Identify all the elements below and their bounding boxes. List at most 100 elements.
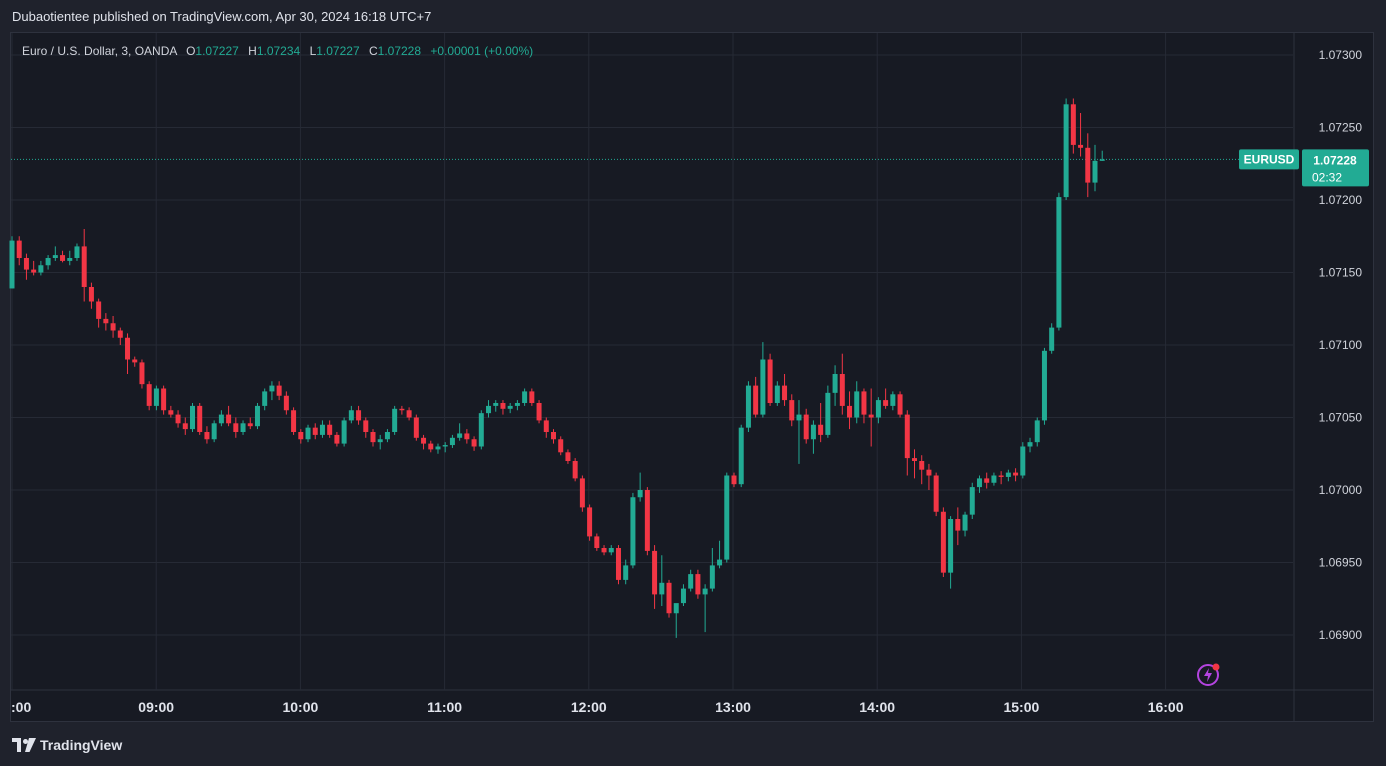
candle-body[interactable] xyxy=(392,408,398,432)
candle-body[interactable] xyxy=(897,394,903,415)
candle-body[interactable] xyxy=(428,443,434,450)
candle-body[interactable] xyxy=(471,439,477,447)
candle-body[interactable] xyxy=(919,461,925,470)
candle-body[interactable] xyxy=(406,410,412,418)
candle-body[interactable] xyxy=(175,414,181,424)
symbol-tag[interactable] xyxy=(1239,149,1299,170)
candle-body[interactable] xyxy=(522,391,528,403)
candle-body[interactable] xyxy=(312,427,318,435)
candle-body[interactable] xyxy=(211,423,217,440)
candle-body[interactable] xyxy=(883,400,889,406)
candle-body[interactable] xyxy=(9,240,15,289)
candle-body[interactable] xyxy=(724,475,730,560)
candle-body[interactable] xyxy=(319,424,325,435)
candle-body[interactable] xyxy=(16,240,22,258)
candle-body[interactable] xyxy=(803,414,809,440)
candle-body[interactable] xyxy=(680,588,686,604)
candle-body[interactable] xyxy=(1056,197,1062,328)
candle-body[interactable] xyxy=(854,391,860,418)
candle-body[interactable] xyxy=(442,445,448,447)
candle-body[interactable] xyxy=(940,511,946,573)
candle-body[interactable] xyxy=(551,432,556,440)
candle-body[interactable] xyxy=(991,475,997,483)
candle-body[interactable] xyxy=(38,265,44,273)
candle-body[interactable] xyxy=(233,423,239,432)
candle-body[interactable] xyxy=(948,519,954,573)
candle-body[interactable] xyxy=(514,403,520,406)
candle-body[interactable] xyxy=(377,439,383,443)
candle-body[interactable] xyxy=(153,388,159,406)
tradingview-logo[interactable]: TradingView xyxy=(12,737,122,753)
candle-body[interactable] xyxy=(608,548,614,553)
candle-body[interactable] xyxy=(182,423,188,430)
candle-body[interactable] xyxy=(146,384,152,406)
candle-body[interactable] xyxy=(190,405,195,430)
candle-body[interactable] xyxy=(269,385,275,392)
candle-body[interactable] xyxy=(976,478,982,488)
candle-body[interactable] xyxy=(161,388,167,411)
candle-body[interactable] xyxy=(52,255,58,258)
candle-body[interactable] xyxy=(291,410,297,432)
candle-body[interactable] xyxy=(782,385,788,401)
candle-body[interactable] xyxy=(1085,147,1091,183)
candle-body[interactable] xyxy=(500,403,506,409)
candle-body[interactable] xyxy=(341,420,347,444)
candle-body[interactable] xyxy=(132,359,138,363)
candle-body[interactable] xyxy=(81,246,87,287)
candle-body[interactable] xyxy=(962,514,968,531)
candle-body[interactable] xyxy=(399,408,405,411)
candle-body[interactable] xyxy=(738,427,744,485)
candle-body[interactable] xyxy=(587,507,593,537)
candle-body[interactable] xyxy=(478,413,484,447)
candle-body[interactable] xyxy=(226,414,232,424)
candle-body[interactable] xyxy=(240,423,246,432)
candle-body[interactable] xyxy=(457,433,463,438)
candle-body[interactable] xyxy=(384,432,390,440)
candle-body[interactable] xyxy=(579,478,585,508)
candle-body[interactable] xyxy=(507,405,513,409)
candle-body[interactable] xyxy=(926,469,932,476)
candle-body[interactable] xyxy=(839,374,845,406)
candle-body[interactable] xyxy=(630,497,636,566)
candle-body[interactable] xyxy=(709,565,715,589)
candle-body[interactable] xyxy=(31,269,37,273)
candle-body[interactable] xyxy=(984,478,990,483)
candle-body[interactable] xyxy=(1092,160,1098,183)
candle-body[interactable] xyxy=(1099,159,1105,161)
candle-body[interactable] xyxy=(305,427,311,440)
candle-body[interactable] xyxy=(529,391,535,403)
legend-symbol[interactable]: Euro / U.S. Dollar, 3, OANDA xyxy=(22,44,177,58)
candle-body[interactable] xyxy=(60,255,66,261)
price-tag[interactable] xyxy=(1302,149,1369,187)
candle-body[interactable] xyxy=(637,490,643,498)
candle-body[interactable] xyxy=(565,452,571,461)
candle-body[interactable] xyxy=(363,420,369,432)
candle-body[interactable] xyxy=(103,318,109,324)
candle-body[interactable] xyxy=(543,420,549,432)
candle-body[interactable] xyxy=(413,417,419,438)
candle-body[interactable] xyxy=(1041,350,1047,421)
candle-body[interactable] xyxy=(1034,420,1040,443)
candle-body[interactable] xyxy=(449,437,455,446)
candle-body[interactable] xyxy=(745,385,751,428)
candle-body[interactable] xyxy=(644,490,650,551)
candle-body[interactable] xyxy=(912,458,917,461)
candle-body[interactable] xyxy=(789,400,795,421)
candle-body[interactable] xyxy=(254,405,260,427)
candle-body[interactable] xyxy=(623,565,629,580)
candle-body[interactable] xyxy=(652,550,658,595)
candle-body[interactable] xyxy=(168,410,174,415)
candle-body[interactable] xyxy=(558,439,564,453)
candle-body[interactable] xyxy=(998,475,1004,477)
candle-body[interactable] xyxy=(493,403,499,406)
candle-body[interactable] xyxy=(370,432,376,443)
candle-body[interactable] xyxy=(825,392,831,435)
candle-body[interactable] xyxy=(464,433,470,440)
candle-body[interactable] xyxy=(818,424,824,435)
candle-body[interactable] xyxy=(67,258,73,261)
candle-body[interactable] xyxy=(933,475,939,512)
candle-body[interactable] xyxy=(74,246,80,258)
candle-body[interactable] xyxy=(421,437,427,444)
candle-body[interactable] xyxy=(753,385,759,415)
